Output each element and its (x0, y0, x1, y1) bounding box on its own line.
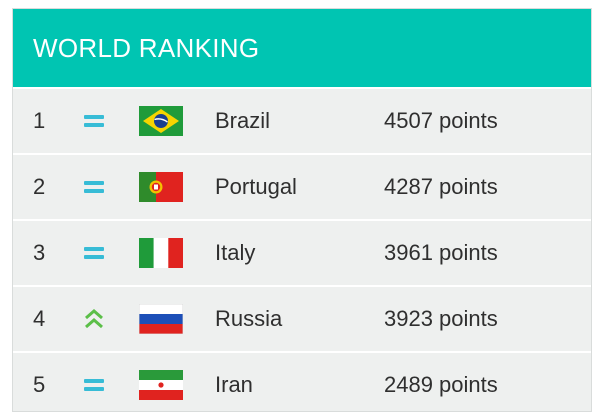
ranking-row[interactable]: 4 Russia 3923 points (13, 285, 591, 351)
country-points: 4507 points (384, 108, 498, 133)
country-points: 3923 points (384, 306, 498, 331)
widget-title: WORLD RANKING (33, 32, 260, 63)
rank-number: 5 (33, 372, 46, 397)
ranking-row[interactable]: 5 Iran 2489 points (13, 351, 591, 417)
widget-header: WORLD RANKING (13, 9, 591, 87)
unchanged-icon (81, 175, 107, 199)
russia-flag-icon (139, 304, 183, 334)
country-name: Brazil (215, 108, 271, 133)
unchanged-icon (81, 373, 107, 397)
ranking-list: 1 Brazil 4507 points 2 Portugal (13, 87, 591, 417)
rank-number: 3 (33, 240, 46, 265)
ranking-row[interactable]: 3 Italy 3961 points (13, 219, 591, 285)
country-name: Iran (215, 372, 253, 397)
ranking-row[interactable]: 2 Portugal 4287 points (13, 153, 591, 219)
country-name: Italy (215, 240, 256, 265)
portugal-flag-icon (139, 172, 183, 202)
country-points: 2489 points (384, 372, 498, 397)
country-points: 4287 points (384, 174, 498, 199)
brazil-flag-icon (139, 106, 183, 136)
unchanged-icon (81, 109, 107, 133)
world-ranking-widget: WORLD RANKING 1 Brazil 4507 points 2 (12, 8, 592, 412)
unchanged-icon (81, 241, 107, 265)
rank-number: 1 (33, 108, 46, 133)
rank-number: 2 (33, 174, 46, 199)
country-name: Portugal (215, 174, 297, 199)
rank-up-icon (81, 307, 107, 331)
country-name: Russia (215, 306, 283, 331)
rank-number: 4 (33, 306, 46, 331)
ranking-row[interactable]: 1 Brazil 4507 points (13, 87, 591, 153)
iran-flag-icon (139, 370, 183, 400)
country-points: 3961 points (384, 240, 498, 265)
italy-flag-icon (139, 238, 183, 268)
